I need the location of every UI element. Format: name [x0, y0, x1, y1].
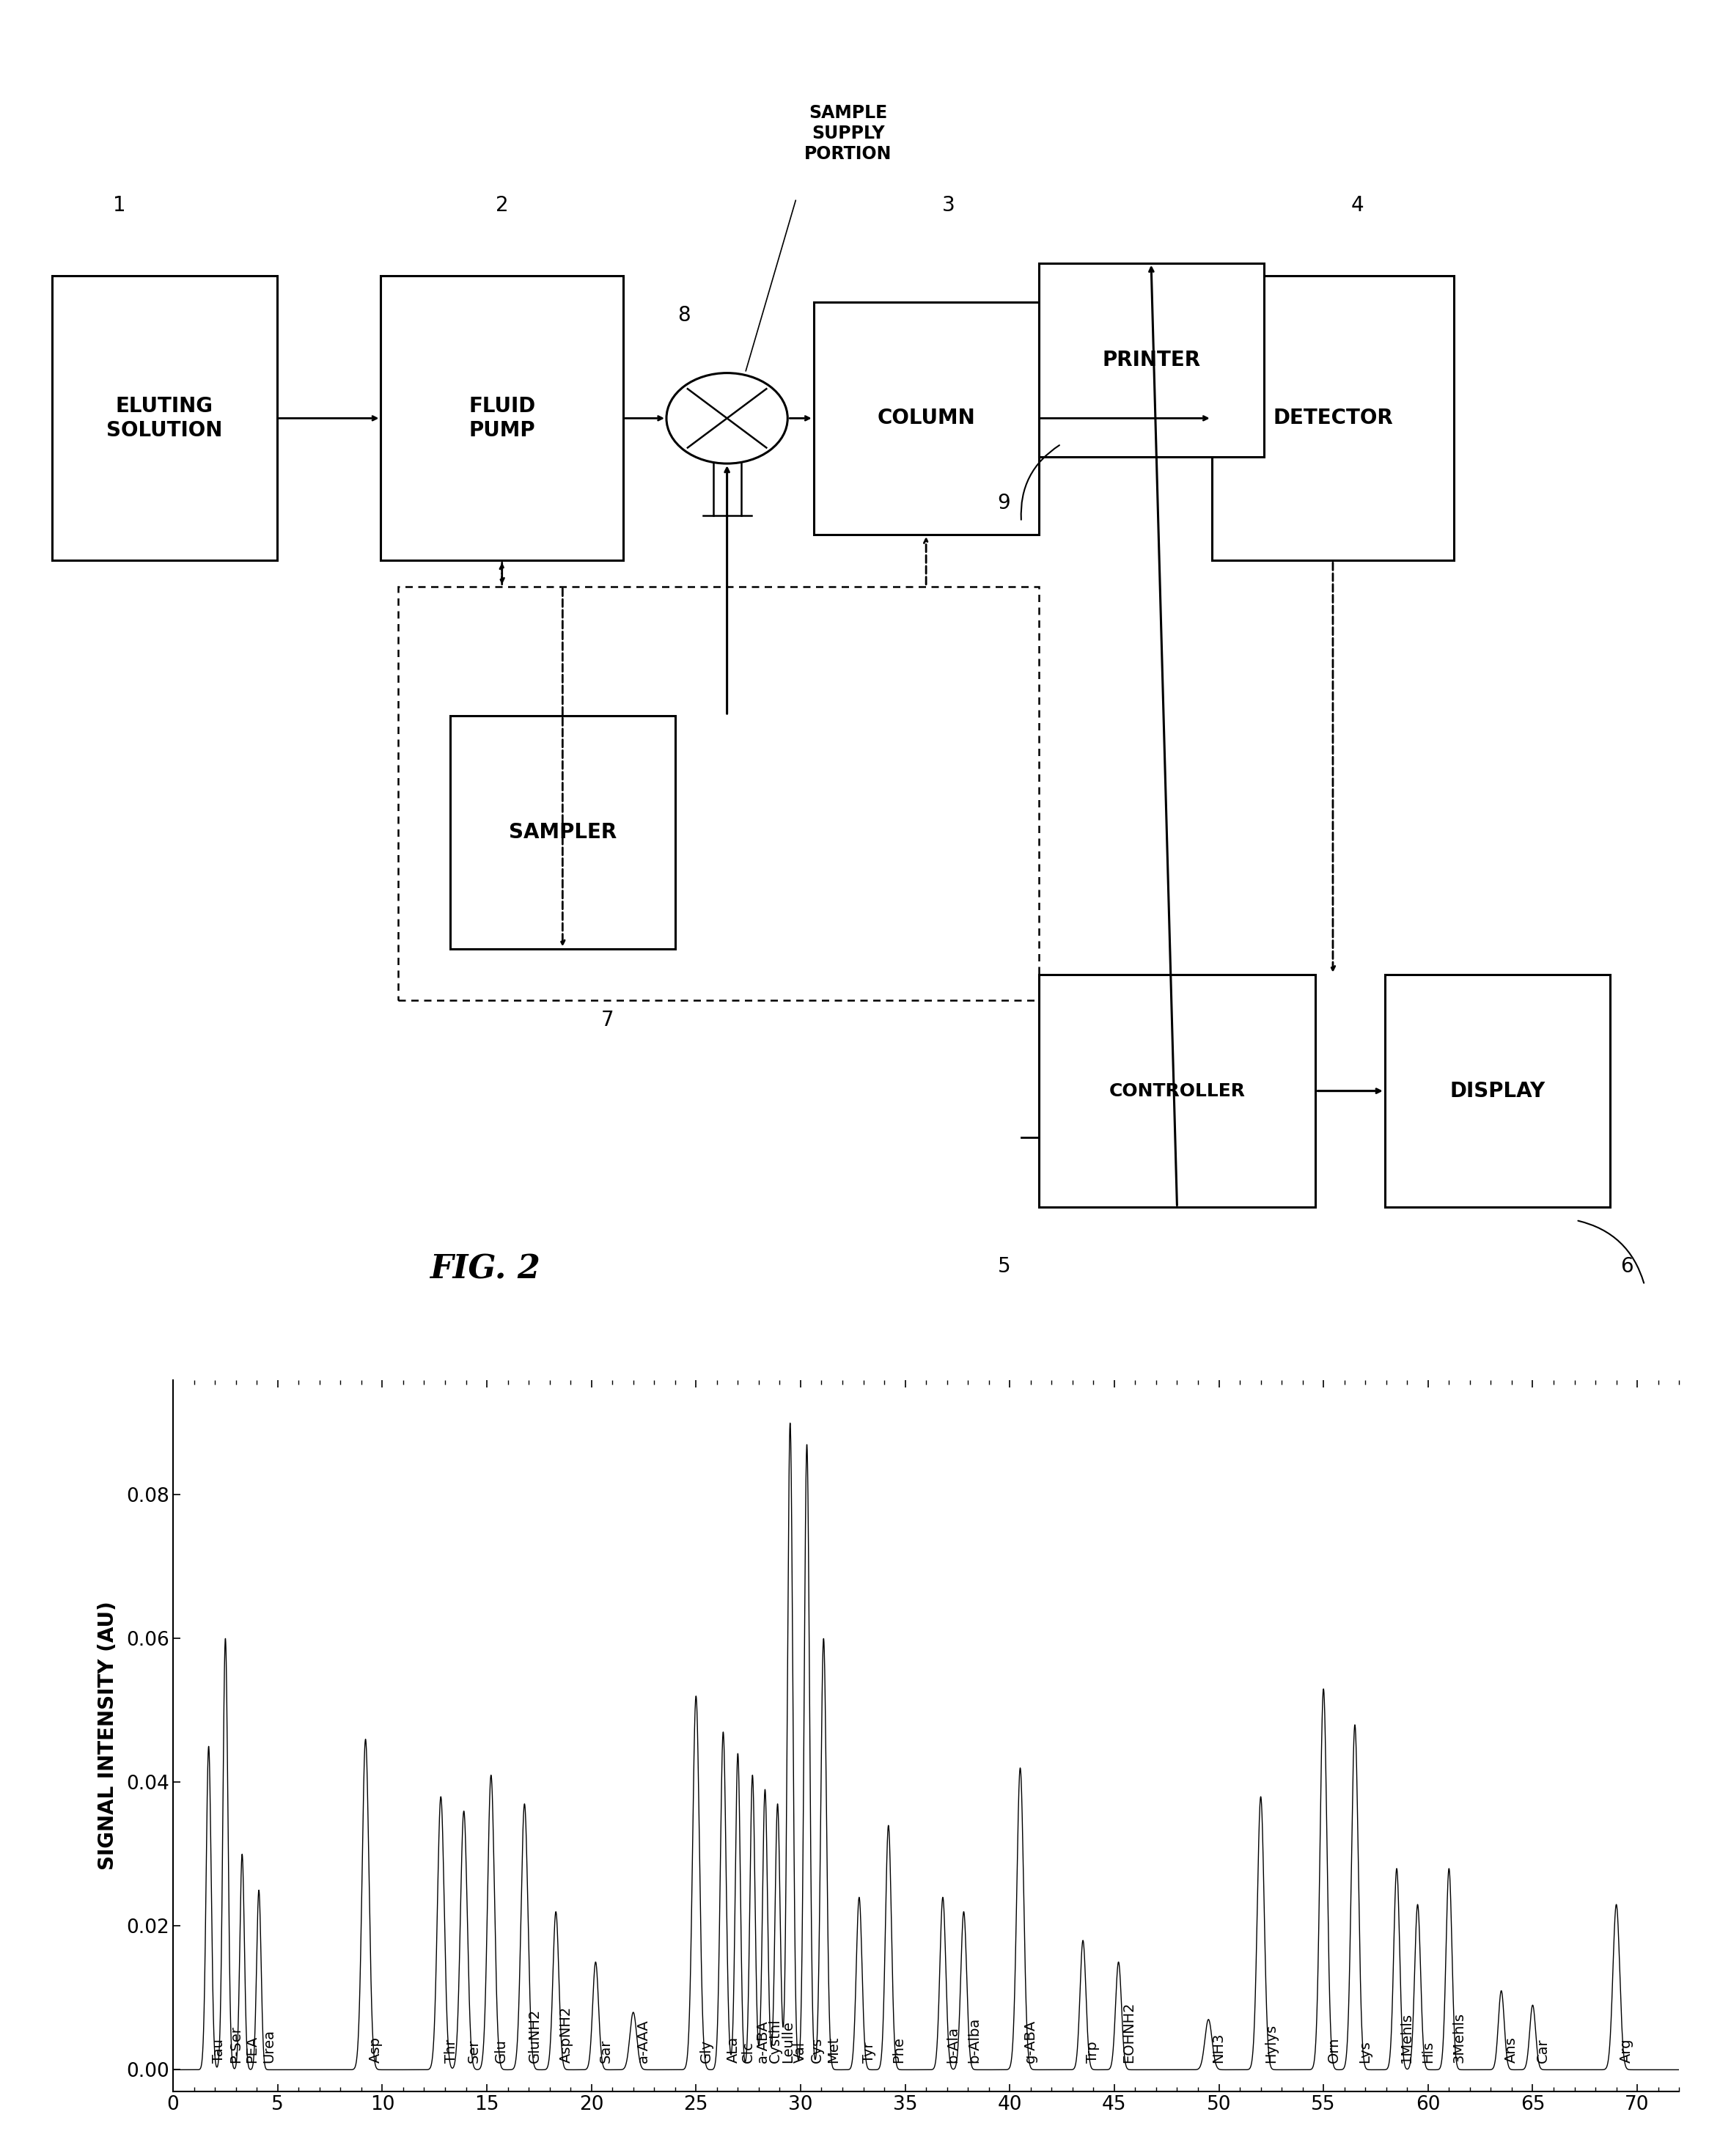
Bar — [381, 276, 623, 561]
Text: Gly: Gly — [699, 2040, 713, 2063]
Bar — [814, 302, 1039, 535]
Text: g-ABA: g-ABA — [1023, 2020, 1037, 2063]
Text: 9: 9 — [997, 494, 1011, 513]
Text: 7: 7 — [601, 1011, 615, 1031]
Text: 1Mehls: 1Mehls — [1400, 2012, 1414, 2063]
Text: Sar: Sar — [599, 2040, 613, 2063]
Text: Trp: Trp — [1085, 2042, 1099, 2063]
Text: 3Mehls: 3Mehls — [1452, 2012, 1466, 2063]
Text: 1: 1 — [113, 196, 126, 216]
Text: Car: Car — [1535, 2037, 1549, 2063]
Text: Ans: Ans — [1504, 2037, 1518, 2063]
Bar — [1039, 263, 1264, 457]
Text: Cys: Cys — [810, 2037, 824, 2063]
Bar — [1039, 975, 1316, 1207]
Text: Thr: Thr — [443, 2040, 459, 2063]
Text: 2: 2 — [495, 196, 509, 216]
Text: AspNH2: AspNH2 — [559, 2005, 573, 2063]
Y-axis label: SIGNAL INTENSITY (AU): SIGNAL INTENSITY (AU) — [97, 1602, 118, 1869]
Text: NH3: NH3 — [1212, 2033, 1226, 2063]
Text: PEA: PEA — [246, 2035, 260, 2063]
Text: 6: 6 — [1620, 1257, 1634, 1276]
Text: Glu: Glu — [493, 2037, 509, 2063]
Bar — [398, 586, 1039, 1000]
Text: P-Ser: P-Ser — [228, 2024, 242, 2063]
Text: Leulle: Leulle — [781, 2020, 795, 2063]
Bar — [1385, 975, 1610, 1207]
Text: Tau: Tau — [211, 2037, 225, 2063]
Text: b-Alba: b-Alba — [968, 2016, 981, 2063]
Bar — [450, 716, 675, 949]
Text: FLUID
PUMP: FLUID PUMP — [469, 397, 535, 440]
Text: His: His — [1421, 2040, 1435, 2063]
Text: COLUMN: COLUMN — [878, 407, 975, 429]
Text: 5: 5 — [997, 1257, 1011, 1276]
Text: Orn: Orn — [1326, 2037, 1340, 2063]
Text: Asp: Asp — [369, 2035, 383, 2063]
Text: 8: 8 — [677, 306, 691, 326]
Text: 4: 4 — [1350, 196, 1364, 216]
Text: FIG. 2: FIG. 2 — [429, 1253, 540, 1285]
Text: Lys: Lys — [1359, 2040, 1373, 2063]
Text: SAMPLE
SUPPLY
PORTION: SAMPLE SUPPLY PORTION — [805, 103, 891, 164]
Text: SAMPLER: SAMPLER — [509, 821, 616, 843]
Text: PRINTER: PRINTER — [1103, 349, 1200, 371]
Text: ALa: ALa — [727, 2035, 741, 2063]
Text: Met: Met — [827, 2035, 841, 2063]
Text: DETECTOR: DETECTOR — [1272, 407, 1393, 429]
Text: a-AAA: a-AAA — [637, 2018, 651, 2063]
Text: EOHNH2: EOHNH2 — [1122, 2001, 1136, 2063]
Text: 3: 3 — [942, 196, 956, 216]
Text: Phe: Phe — [891, 2035, 905, 2063]
Bar — [1212, 276, 1454, 561]
Text: a-ABA: a-ABA — [756, 2020, 770, 2063]
Text: GluNH2: GluNH2 — [528, 2007, 542, 2063]
Text: Val: Val — [793, 2042, 807, 2063]
Text: ELUTING
SOLUTION: ELUTING SOLUTION — [106, 397, 223, 440]
Text: Arg: Arg — [1620, 2037, 1634, 2063]
Text: Clc: Clc — [741, 2042, 755, 2063]
Bar — [52, 276, 277, 561]
Text: Hylys: Hylys — [1264, 2024, 1277, 2063]
Text: DISPLAY: DISPLAY — [1449, 1080, 1546, 1102]
Text: Cysthl: Cysthl — [769, 2018, 782, 2063]
Text: Tyr: Tyr — [862, 2042, 876, 2063]
Text: b-Ala: b-Ala — [945, 2027, 961, 2063]
Text: Urea: Urea — [261, 2029, 275, 2063]
Text: CONTROLLER: CONTROLLER — [1110, 1082, 1245, 1100]
Text: Ser: Ser — [467, 2040, 481, 2063]
